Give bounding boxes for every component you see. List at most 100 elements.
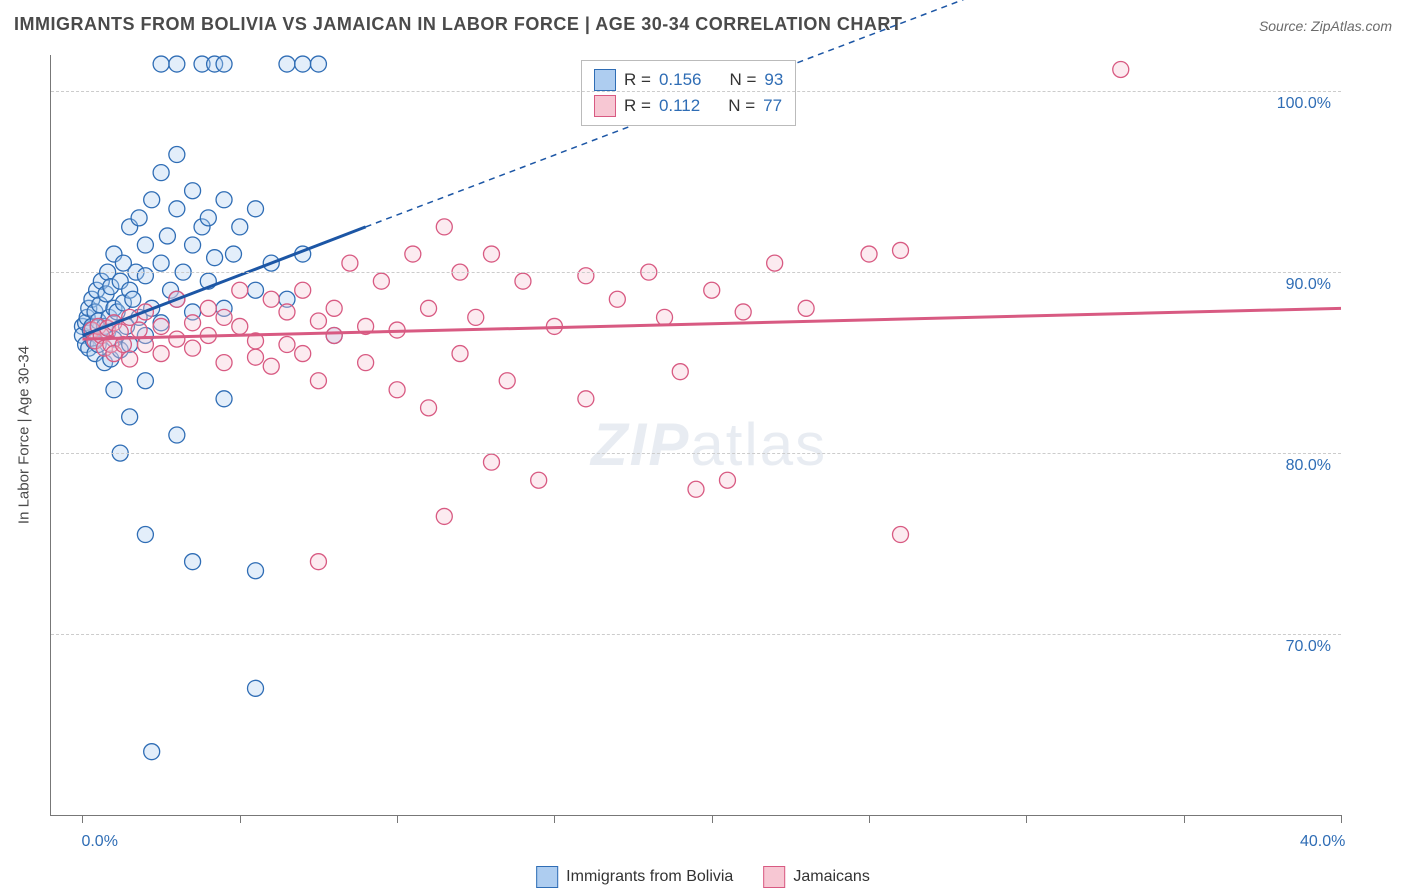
data-point (232, 282, 248, 298)
data-point (153, 56, 169, 72)
data-point (389, 382, 405, 398)
data-point (310, 554, 326, 570)
data-point (200, 300, 216, 316)
data-point (159, 228, 175, 244)
data-point (342, 255, 358, 271)
gridline (51, 91, 1341, 92)
legend-series-label: Immigrants from Bolivia (566, 868, 733, 886)
data-point (137, 527, 153, 543)
x-tick (397, 815, 398, 823)
data-point (248, 282, 264, 298)
data-point (263, 358, 279, 374)
data-point (122, 351, 138, 367)
y-tick-label: 80.0% (1286, 457, 1331, 475)
legend-n-value: 77 (763, 93, 782, 119)
data-point (153, 318, 169, 334)
y-tick-label: 90.0% (1286, 276, 1331, 294)
legend-series: Immigrants from Bolivia Jamaicans (536, 866, 870, 888)
chart-container: IMMIGRANTS FROM BOLIVIA VS JAMAICAN IN L… (0, 0, 1406, 892)
data-point (137, 237, 153, 253)
data-point (326, 300, 342, 316)
gridline (51, 272, 1341, 273)
x-tick (554, 815, 555, 823)
data-point (310, 56, 326, 72)
data-point (310, 373, 326, 389)
data-point (248, 349, 264, 365)
legend-r-value: 0.112 (659, 93, 700, 119)
data-point (578, 391, 594, 407)
x-tick (1184, 815, 1185, 823)
data-point (216, 355, 232, 371)
legend-stats-box: R =0.156N =93R =0.112N =77 (581, 60, 796, 126)
legend-series-item: Immigrants from Bolivia (536, 866, 733, 888)
source-label: Source: ZipAtlas.com (1259, 18, 1392, 34)
data-point (144, 744, 160, 760)
legend-stats-row: R =0.112N =77 (594, 93, 783, 119)
data-point (893, 242, 909, 258)
gridline (51, 453, 1341, 454)
legend-n-label: N = (728, 93, 755, 119)
legend-r-label: R = (624, 67, 651, 93)
data-point (185, 315, 201, 331)
data-point (185, 183, 201, 199)
data-point (169, 427, 185, 443)
data-point (216, 192, 232, 208)
data-point (207, 250, 223, 266)
legend-series-item: Jamaicans (763, 866, 869, 888)
data-point (106, 382, 122, 398)
x-tick (240, 815, 241, 823)
data-point (515, 273, 531, 289)
legend-r-value: 0.156 (659, 67, 702, 93)
data-point (225, 246, 241, 262)
data-point (131, 210, 147, 226)
data-point (122, 409, 138, 425)
data-point (232, 219, 248, 235)
data-point (248, 680, 264, 696)
data-point (169, 147, 185, 163)
data-point (735, 304, 751, 320)
data-point (169, 331, 185, 347)
x-tick (869, 815, 870, 823)
data-point (421, 300, 437, 316)
data-point (405, 246, 421, 262)
data-point (185, 237, 201, 253)
data-point (1113, 61, 1129, 77)
plot-area: ZIPatlas R =0.156N =93R =0.112N =77 70.0… (50, 55, 1341, 816)
data-point (436, 219, 452, 235)
y-axis-label: In Labor Force | Age 30-34 (16, 346, 33, 524)
data-point (248, 201, 264, 217)
data-point (468, 309, 484, 325)
data-point (263, 291, 279, 307)
data-point (578, 268, 594, 284)
data-point (295, 282, 311, 298)
data-point (131, 322, 147, 338)
data-point (137, 373, 153, 389)
data-point (421, 400, 437, 416)
legend-swatch (763, 866, 785, 888)
data-point (279, 304, 295, 320)
x-tick (82, 815, 83, 823)
data-point (483, 246, 499, 262)
data-point (295, 346, 311, 362)
data-point (499, 373, 515, 389)
x-tick (1341, 815, 1342, 823)
x-tick-label: 40.0% (1300, 833, 1345, 851)
data-point (169, 56, 185, 72)
data-point (279, 337, 295, 353)
data-point (452, 346, 468, 362)
y-tick-label: 70.0% (1286, 638, 1331, 656)
legend-swatch (594, 95, 616, 117)
data-point (125, 291, 141, 307)
data-point (200, 210, 216, 226)
data-point (295, 56, 311, 72)
data-point (185, 554, 201, 570)
data-point (216, 309, 232, 325)
x-tick-label: 0.0% (81, 833, 117, 851)
data-point (767, 255, 783, 271)
data-point (719, 472, 735, 488)
data-point (373, 273, 389, 289)
data-point (169, 201, 185, 217)
chart-title: IMMIGRANTS FROM BOLIVIA VS JAMAICAN IN L… (14, 14, 902, 35)
data-point (144, 192, 160, 208)
legend-swatch (536, 866, 558, 888)
